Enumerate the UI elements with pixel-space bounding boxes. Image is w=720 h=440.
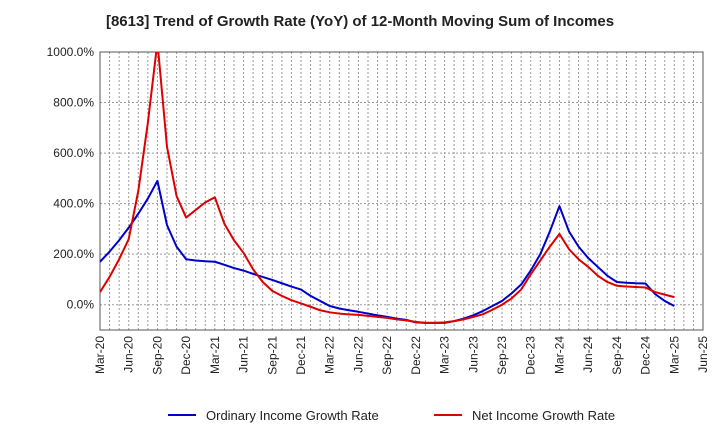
chart-title: [8613] Trend of Growth Rate (YoY) of 12-…: [105, 13, 615, 30]
legend-item-net: Net Income Growth Rate: [434, 404, 615, 426]
y-tick-label: 0.0%: [67, 298, 95, 312]
y-tick-label: 400.0%: [53, 197, 94, 211]
x-tick-label: Mar-20: [93, 336, 107, 374]
x-tick-label: Jun-24: [581, 336, 595, 373]
y-tick-label: 600.0%: [53, 146, 94, 160]
x-tick-label: Sep-21: [265, 336, 279, 375]
x-tick-label: Mar-22: [323, 336, 337, 374]
x-tick-label: Mar-23: [438, 336, 452, 374]
x-tick-label: Jun-20: [122, 336, 136, 373]
x-tick-label: Jun-25: [696, 336, 710, 373]
x-tick-label: Jun-23: [466, 336, 480, 373]
net-income-series-line: [100, 52, 675, 324]
legend-swatch-ordinary: [168, 414, 196, 416]
legend-label-ordinary: Ordinary Income Growth Rate: [206, 407, 379, 423]
x-tick-label: Mar-21: [208, 336, 222, 374]
x-tick-label: Dec-23: [524, 336, 538, 375]
y-tick-label: 200.0%: [53, 247, 94, 261]
legend: Ordinary Income Growth Rate Net Income G…: [0, 404, 720, 426]
legend-item-ordinary: Ordinary Income Growth Rate: [168, 404, 379, 426]
x-tick-label: Mar-24: [552, 336, 566, 374]
x-tick-label: Mar-25: [667, 336, 681, 374]
x-tick-label: Dec-20: [179, 336, 193, 375]
ordinary-income-series-line: [100, 179, 675, 324]
x-tick-label: Dec-21: [294, 336, 308, 375]
x-tick-label: Jun-21: [237, 336, 251, 373]
plot-frame: [99, 51, 704, 331]
x-tick-label: Jun-22: [351, 336, 365, 373]
legend-swatch-net: [434, 414, 462, 416]
y-tick-label: 800.0%: [53, 96, 94, 110]
x-tick-label: Dec-22: [409, 336, 423, 375]
x-tick-label: Sep-24: [610, 336, 624, 375]
y-tick-label: 1000.0%: [47, 45, 95, 59]
x-tick-label: Sep-23: [495, 336, 509, 375]
x-tick-label: Sep-22: [380, 336, 394, 375]
x-tick-label: Dec-24: [639, 336, 653, 375]
x-tick-label: Sep-20: [150, 336, 164, 375]
legend-label-net: Net Income Growth Rate: [472, 407, 616, 423]
